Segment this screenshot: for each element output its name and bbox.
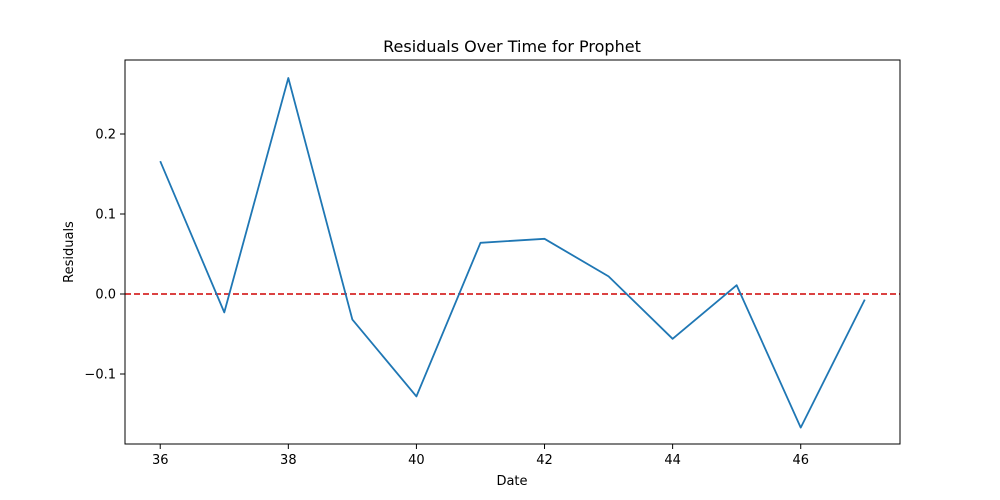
y-axis-label: Residuals — [62, 221, 77, 283]
series-group — [159, 77, 866, 429]
y-tick-label: 0.0 — [95, 288, 116, 303]
x-tick-label: 44 — [664, 453, 681, 468]
x-axis-label: Date — [496, 474, 527, 489]
y-axis: −0.1 0.0 0.1 0.2 — [84, 128, 125, 383]
y-tick-label: −0.1 — [84, 368, 116, 383]
residuals-series-line — [159, 77, 866, 429]
x-tick-label: 36 — [152, 453, 169, 468]
chart-title: Residuals Over Time for Prophet — [383, 37, 641, 56]
y-tick-label: 0.2 — [95, 128, 116, 143]
x-tick-label: 40 — [408, 453, 425, 468]
plot-frame — [124, 59, 901, 445]
plot-area: 36 38 40 42 44 46 −0.1 0.0 0.1 0.2 — [84, 59, 901, 468]
x-tick-label: 46 — [792, 453, 809, 468]
x-tick-label: 42 — [536, 453, 553, 468]
y-tick-label: 0.1 — [95, 208, 116, 223]
x-tick-label: 38 — [280, 453, 297, 468]
x-axis: 36 38 40 42 44 46 — [152, 444, 809, 468]
